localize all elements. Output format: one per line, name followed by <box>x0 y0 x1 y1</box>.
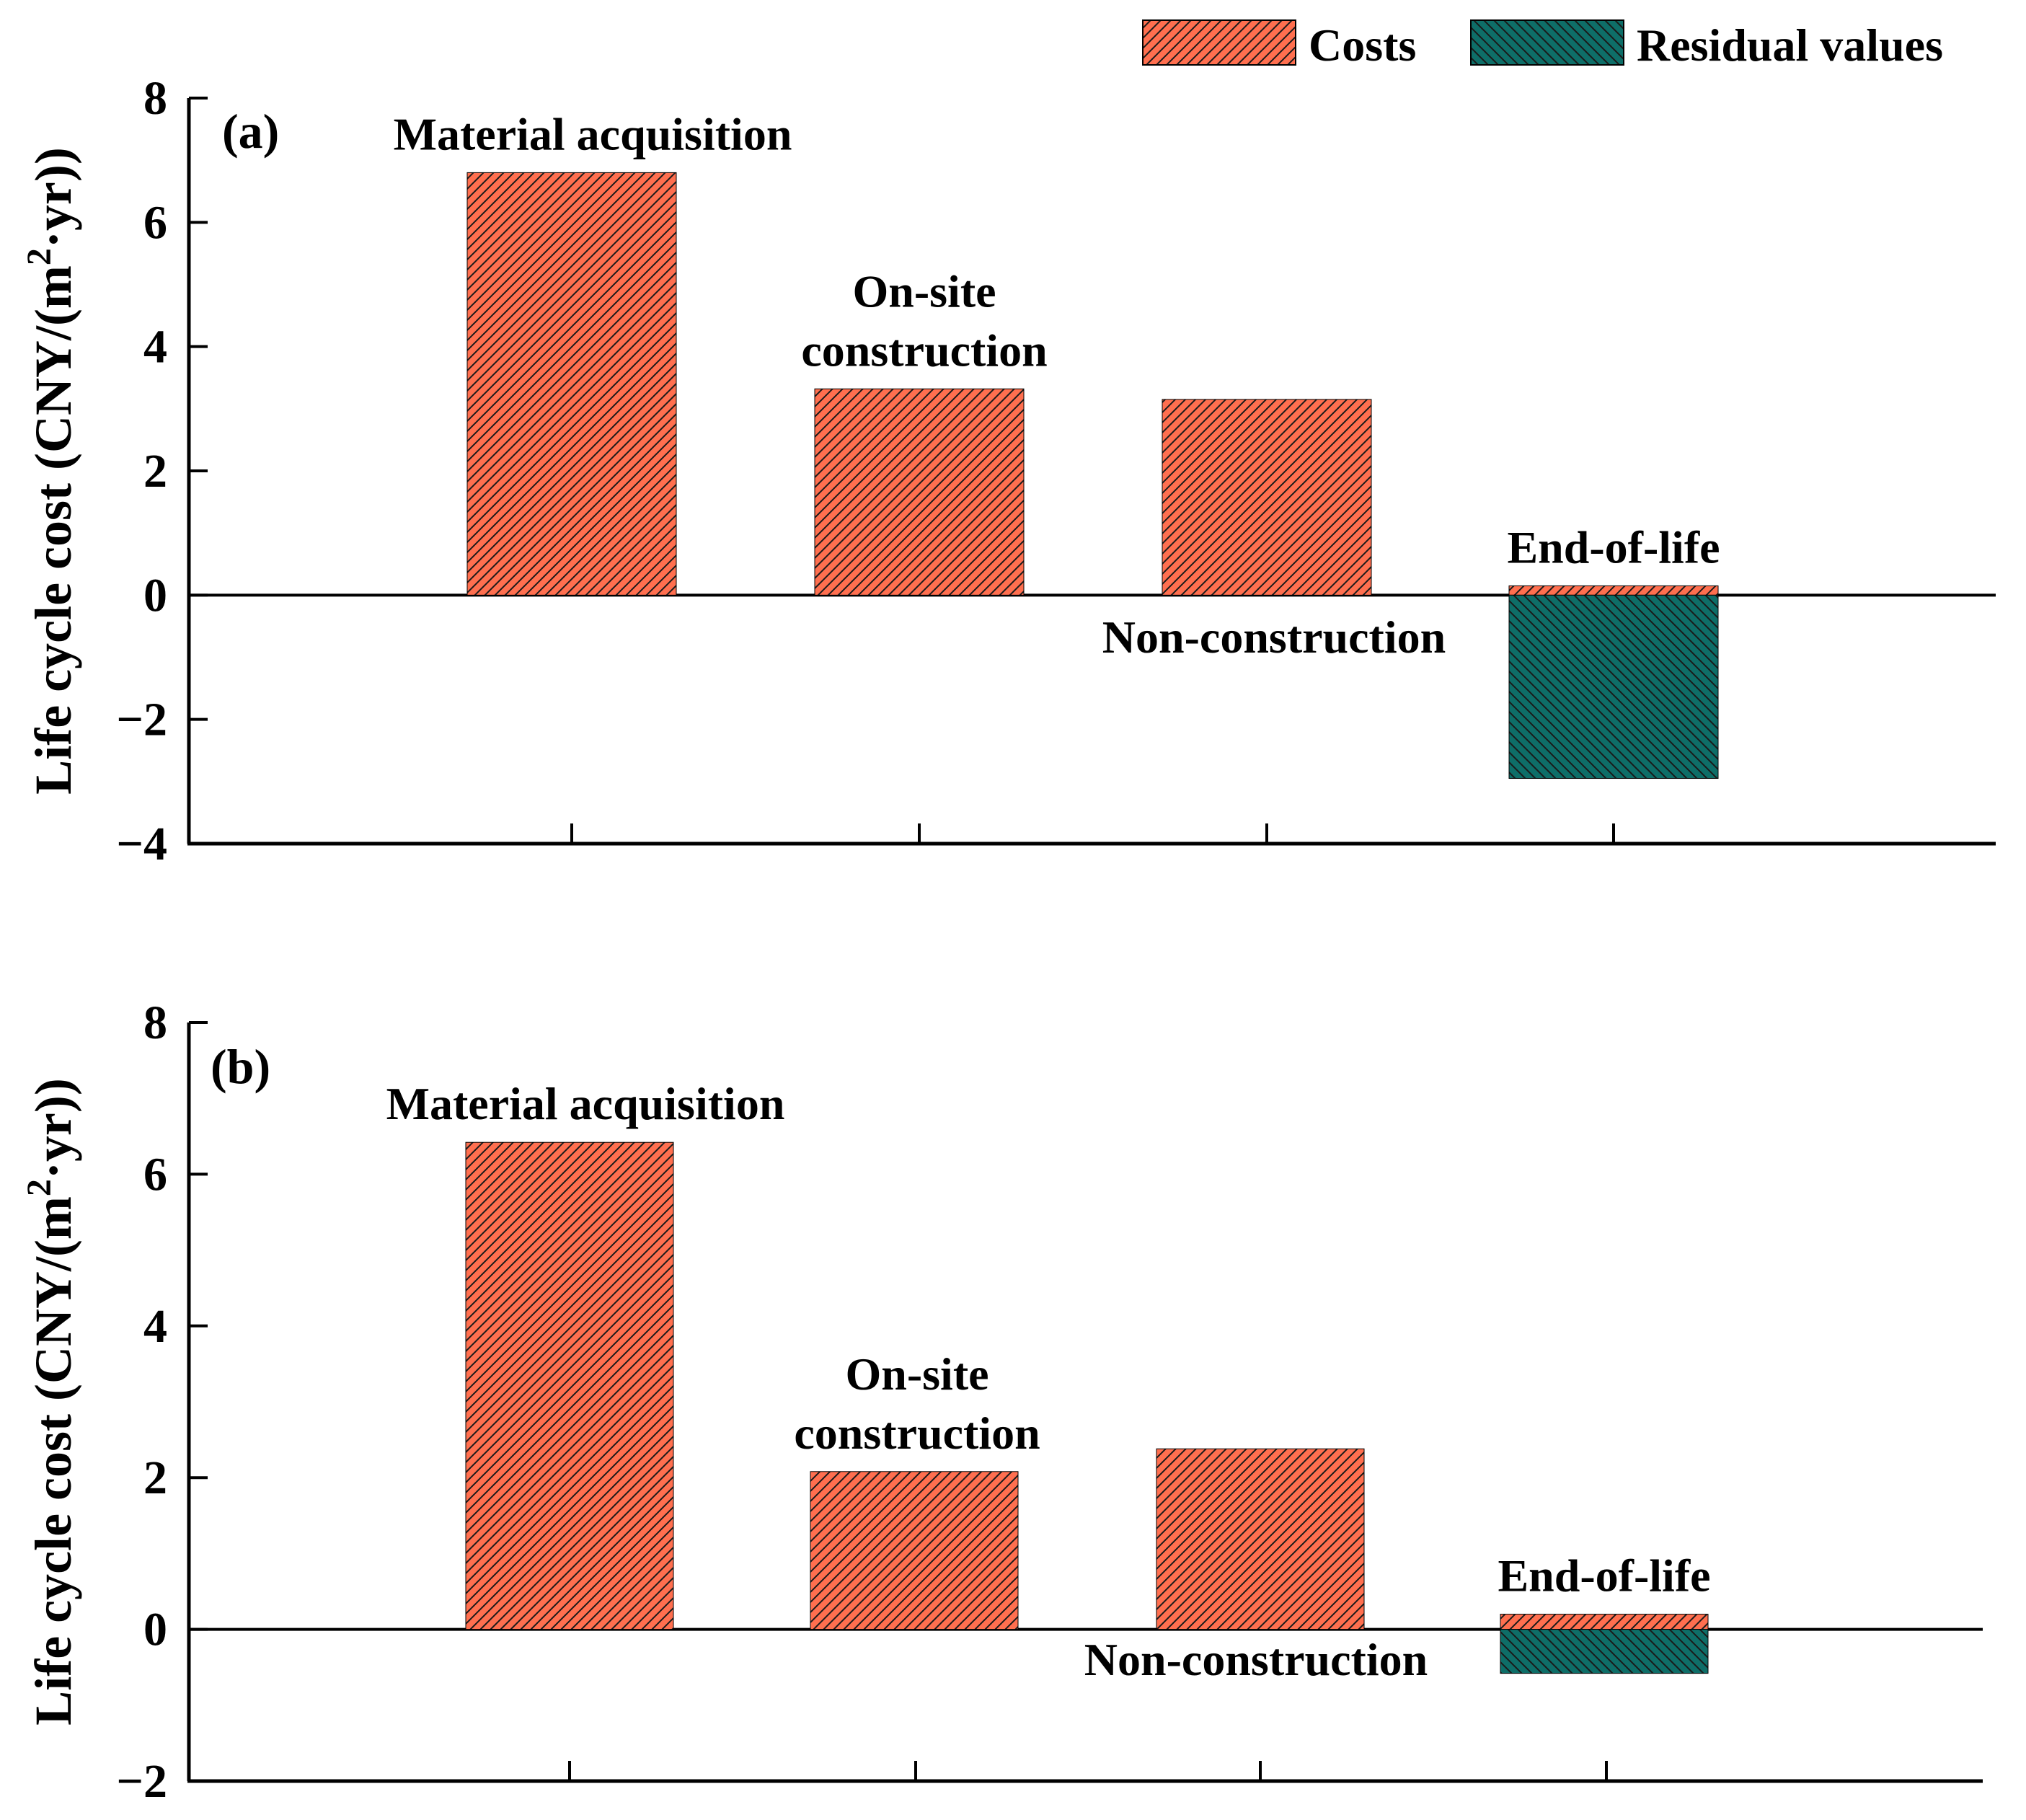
legend-label-residual: Residual values <box>1637 19 1943 71</box>
panel-label: (a) <box>222 104 279 159</box>
y-tick-label: 6 <box>143 196 167 249</box>
category-label: On-site <box>845 1348 988 1400</box>
bar-costs <box>1500 1614 1709 1630</box>
y-tick-label: −2 <box>116 694 167 746</box>
bar-costs <box>814 388 1025 596</box>
bar-costs <box>1156 1448 1365 1630</box>
category-label: Material acquisition <box>394 108 792 159</box>
legend: Costs Residual values <box>1142 19 1943 71</box>
legend-swatch-residual <box>1470 19 1624 66</box>
y-tick-label: 0 <box>143 1604 167 1656</box>
legend-label-costs: Costs <box>1309 19 1416 71</box>
y-tick-label: 4 <box>143 321 167 374</box>
panel-a: 8 6 4 2 0 −2 −4 Material acquisition On-site cons… <box>20 72 1996 870</box>
y-tick-label: 8 <box>143 997 167 1049</box>
y-tick-label: 2 <box>143 1452 167 1504</box>
category-label: construction <box>794 1408 1040 1459</box>
category-label: End-of-life <box>1498 1550 1710 1602</box>
y-tick-label: 6 <box>143 1148 167 1201</box>
category-label: On-site <box>852 265 996 317</box>
y-tick-label: 8 <box>143 72 167 125</box>
category-label: Material acquisition <box>386 1078 785 1129</box>
y-tick-label: 2 <box>143 445 167 498</box>
panel-label: (b) <box>211 1039 270 1094</box>
bar-costs <box>466 172 677 596</box>
y-axis-title: Life cycle cost (CNY/(m2·yr)) <box>20 1078 82 1726</box>
category-label: construction <box>801 324 1047 376</box>
panel-b: 8 6 4 2 0 −2 Material acquisition On-site constr… <box>20 997 1983 1808</box>
bar-costs <box>1508 585 1719 596</box>
category-label: End-of-life <box>1507 521 1720 573</box>
legend-swatch-costs <box>1142 19 1296 66</box>
y-tick-label: −2 <box>116 1755 167 1808</box>
bar-residual <box>1500 1629 1709 1674</box>
y-tick-label: 4 <box>143 1300 167 1353</box>
y-tick-label: −4 <box>116 818 167 870</box>
bar-costs <box>465 1141 674 1630</box>
category-label: Non-construction <box>1084 1634 1428 1685</box>
y-axis-title: Life cycle cost (CNY/(m2·yr)) <box>20 147 82 795</box>
category-label: Non-construction <box>1102 611 1446 663</box>
bar-residual <box>1508 594 1719 779</box>
y-tick-label: 0 <box>143 569 167 622</box>
bar-costs <box>1162 399 1372 596</box>
bar-costs <box>810 1471 1019 1630</box>
